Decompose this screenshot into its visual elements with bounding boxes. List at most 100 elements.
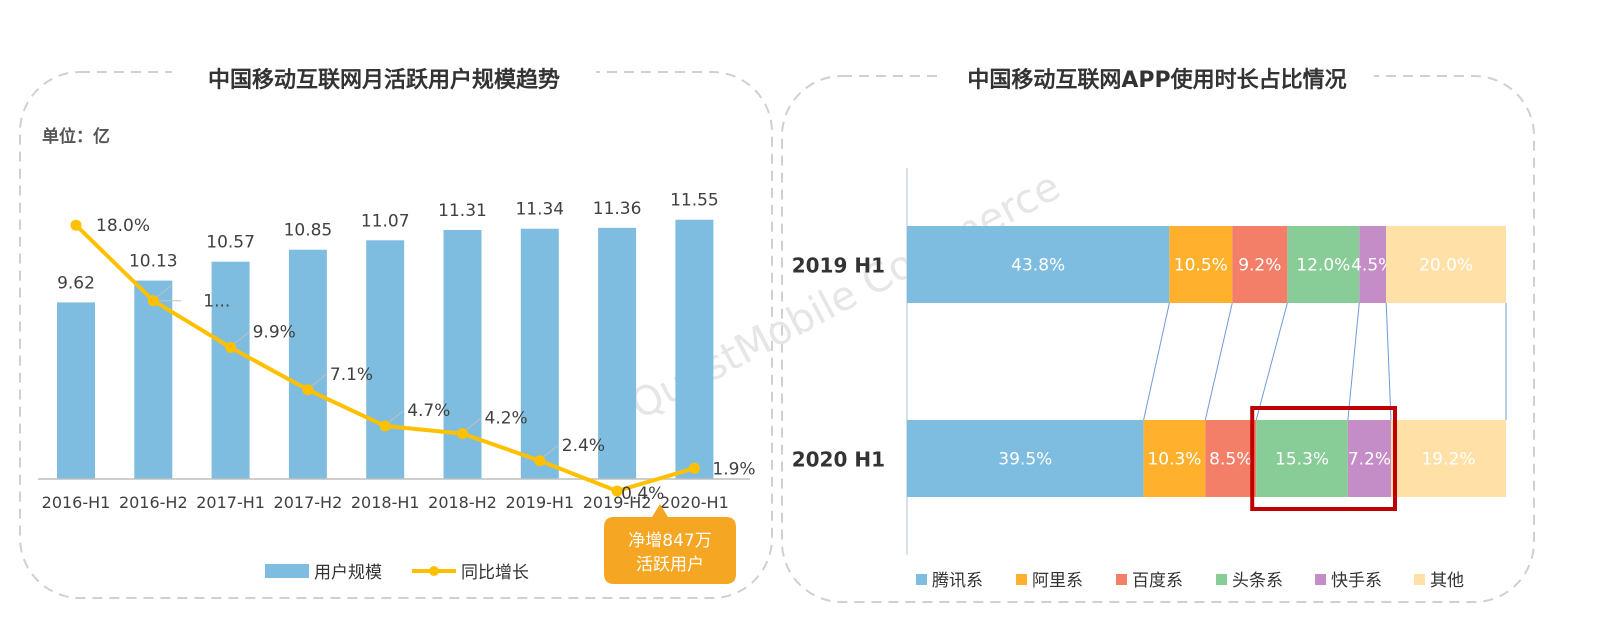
legend-label-百度系: 百度系 [1132,571,1183,591]
growth-leader-2016-H2 [156,285,172,298]
growth-label-2017-H2: 7.1% [330,365,373,385]
segment-label-2020-H1-百度系: 8.5% [1209,450,1252,470]
x-axis-ticks: 2016-H1 2016-H2 2017-H1 2017-H2 2018-H1 2018-… [42,493,729,512]
growth-label-2020-H1: 1.9% [712,459,755,479]
segment-label-2019-H1-快手系: 4.5% [1351,256,1394,276]
right-panel-frame [781,75,1535,603]
segment-2019-H1-腾讯系 [907,226,1170,303]
bar-value-label-2018-H1: 11.07 [361,211,410,231]
connector-2 [1204,302,1233,421]
callout-line-1: 净增847万 [628,531,711,551]
legend-bar-swatch [265,564,309,578]
growth-point-2018-H1 [379,420,391,432]
legend-label-头条系: 头条系 [1232,571,1283,591]
growth-point-2016-H2 [147,295,159,307]
bar-value-label-2018-H2: 11.31 [438,201,487,221]
row-labels: 2019 H1 2020 H1 [792,254,885,472]
connector-4 [1347,302,1360,421]
growth-point-2017-H1 [225,342,237,354]
segment-label-2020-H1-快手系: 7.2% [1348,450,1391,470]
x-tick-2019-H2: 2019-H2 [583,493,652,512]
segment-2020-H1-阿里系 [1143,420,1206,497]
right-chart-title: 中国移动互联网APP使用时长占比情况 [967,67,1346,93]
segment-label-2019-H1-腾讯系: 43.8% [1011,256,1065,276]
connector-5 [1385,302,1392,421]
legend-swatch-腾讯系 [916,574,927,585]
growth-point-2018-H2 [457,428,468,440]
net-increase-callout: 净增847万 活跃用户 [604,504,736,584]
growth-label-2018-H1: 4.7% [407,401,450,421]
segment-2020-H1-其他 [1390,420,1506,497]
x-tick-2019-H1: 2019-H1 [505,493,574,512]
growth-leader-2017-H2 [311,374,327,387]
growth-leader-2018-H2 [466,418,481,430]
legend-label-快手系: 快手系 [1331,571,1382,591]
bar-2016-H1 [57,302,95,479]
x-tick-2016-H1: 2016-H1 [42,493,111,512]
segment-label-2019-H1-头条系: 12.0% [1296,256,1350,276]
legend-bar-label: 用户规模 [314,563,382,583]
bar-2017-H1 [211,261,250,479]
growth-point-2019-H1 [534,455,546,467]
legend-label-其他: 其他 [1430,571,1464,591]
bar-2019-H1 [520,228,559,479]
growth-leader-2017-H1 [234,332,249,344]
bar-value-label-2017-H1: 10.57 [206,233,255,253]
bar-2018-H2 [443,230,482,479]
right-title-backing [940,62,1374,94]
segment-label-2019-H1-阿里系: 10.5% [1174,256,1228,276]
left-title-backing [172,60,596,92]
left-legend: 用户规模 同比增长 [265,563,529,583]
right-legend: 腾讯系 阿里系 百度系 头条系 快手系 其他 [916,571,1464,591]
bar-value-label-2016-H1: 9.62 [57,273,95,293]
x-tick-2016-H2: 2016-H2 [119,493,188,512]
segment-2019-H1-其他 [1386,226,1506,303]
growth-label-2019-H2: 0.4% [621,484,664,504]
segment-label-2019-H1-其他: 20.0% [1419,256,1473,276]
bar-2016-H2 [134,280,173,479]
growth-label-2016-H2: 1... [203,292,230,312]
connector-3 [1255,302,1288,421]
x-tick-2017-H1: 2017-H1 [196,493,265,512]
growth-label-2019-H1: 2.4% [562,436,605,456]
growth-line-series: 18.0% 1... 9.9% 7.1% 4.7% 4.2% 2.4% 0.4% 1.9% [70,216,756,504]
segment-connectors [1143,302,1392,421]
growth-leader-2018-H1 [388,410,404,423]
segment-label-2019-H1-百度系: 9.2% [1238,256,1281,276]
segment-2020-H1-腾讯系 [907,420,1144,497]
row-label-2019-H1: 2019 H1 [792,254,885,278]
legend-swatch-快手系 [1315,574,1326,585]
bar-series: 9.62 10.13 10.57 10.85 11.07 11.31 11.34 11.36 1… [57,191,719,479]
growth-label-2017-H1: 9.9% [253,323,296,343]
growth-point-2020-H1 [688,462,700,474]
legend-label-阿里系: 阿里系 [1032,571,1083,591]
bar-2018-H1 [366,240,405,479]
legend-label-腾讯系: 腾讯系 [932,571,983,591]
segment-2019-H1-头条系 [1287,226,1360,303]
callout-line-2: 活跃用户 [636,555,704,575]
growth-point-2016-H1 [70,219,82,231]
x-tick-2018-H1: 2018-H1 [351,493,420,512]
segment-label-2020-H1-腾讯系: 39.5% [998,450,1052,470]
x-tick-2018-H2: 2018-H2 [428,493,497,512]
segment-2020-H1-头条系 [1256,420,1348,497]
segment-2020-H1-快手系 [1347,420,1391,497]
bar-value-label-2019-H1: 11.34 [515,200,564,220]
bar-2019-H2 [598,227,637,479]
growth-label-2016-H1: 18.0% [96,216,150,236]
segment-label-2020-H1-其他: 19.2% [1421,450,1475,470]
legend-swatch-头条系 [1216,574,1227,585]
growth-leader-2019-H1 [543,445,559,458]
legend-line-marker [429,566,439,576]
bar-value-label-2019-H2: 11.36 [593,199,642,219]
highlight-box [1250,406,1397,511]
bar-value-label-2016-H2: 10.13 [129,252,178,272]
stacked-bars: 43.8% 10.5% 9.2% 12.0% 4.5% 20.0% 39.5% 10.3% 8.… [907,226,1506,497]
segment-2019-H1-百度系 [1232,226,1288,303]
growth-point-2019-H2 [611,485,623,497]
segment-2020-H1-百度系 [1205,420,1257,497]
x-tick-2020-H1: 2020-H1 [660,493,729,512]
bar-2017-H2 [288,249,327,479]
segment-2019-H1-阿里系 [1169,226,1233,303]
